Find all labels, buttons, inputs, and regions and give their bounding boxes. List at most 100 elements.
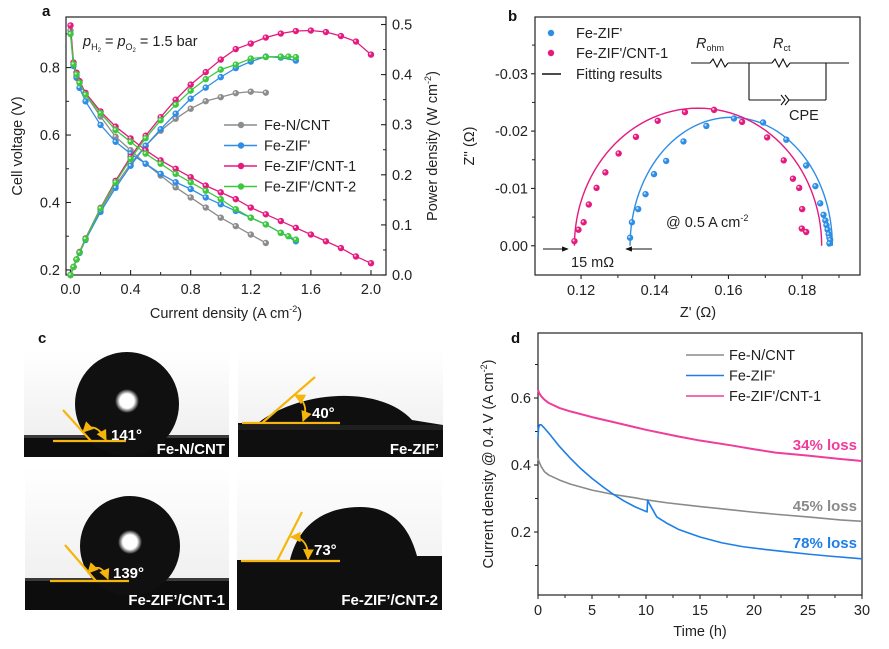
data-point [626,234,634,241]
power-point [187,105,194,112]
x-tick-label: 0.14 [641,283,669,299]
point-highlight [581,220,584,223]
point-highlight [173,180,176,183]
point-highlight [128,139,131,143]
x-tick-label: 0.0 [60,282,80,298]
legend-label-fe-zif-cnt-2: Fe-ZIF'/CNT-2 [264,180,356,196]
point-highlight [74,72,77,75]
y-tick-label: -0.02 [495,124,528,140]
voltage-point [262,211,270,218]
power-point [217,93,224,101]
power-point [127,155,134,162]
point-highlight [828,238,831,241]
y-tick-label: 0.4 [40,195,60,211]
point-highlight [825,227,828,231]
panel-b-x-axis-label: Z' (Ω) [680,305,716,321]
point-highlight [594,185,597,189]
voltage-point [172,179,179,186]
panel-b-plot-frame [534,16,861,276]
point-highlight [188,106,191,109]
y-tick-label: 0.2 [40,263,60,279]
voltage-point [217,195,224,203]
voltage-point [337,244,345,252]
voltage-point [187,185,194,193]
y-tick-label: 0.8 [40,61,60,77]
power-point [307,27,315,34]
panel-d-y-axis-label: Current density @ 0.4 V (A cm-2) [479,360,497,569]
power-line-fe-zif [69,55,296,276]
tangent-line [261,376,316,424]
voltage-point [67,30,74,38]
data-point [817,200,824,207]
data-point [680,138,687,145]
voltage-point [172,170,179,178]
x-tick-label: 15 [692,603,708,619]
power-point [232,89,239,97]
power-point [247,55,254,62]
data-point [798,205,806,213]
legend-marker-fe-zif [547,29,555,37]
point-highlight [113,128,116,131]
panel-d-letter: d [511,330,520,347]
voltage-point [157,160,164,167]
point-highlight [784,137,787,140]
point-highlight [781,158,785,161]
power-point [70,263,77,271]
panel-b-ticks: 0.12 0.14 0.16 0.18 0.00 -0.01 -0.02 -0.03 [495,44,840,299]
point-highlight [354,254,357,257]
panel-d-plot-frame [537,332,863,596]
data-point [585,201,592,208]
point-highlight [173,171,176,175]
point-highlight [263,55,267,58]
data-point [703,122,710,130]
legend-label-fe-zif-cnt-1: Fe-ZIF'/CNT-1 [576,46,668,62]
panel-a-series [67,22,375,279]
point-highlight [293,29,297,32]
point-highlight [278,230,282,234]
sample-label: Fe-ZIF’/CNT-2 [341,592,438,609]
point-highlight [308,28,312,31]
power-point [262,53,270,61]
point-highlight [128,136,131,139]
point-highlight [616,151,619,154]
panel-a-plot-frame [65,16,387,276]
point-highlight [218,75,222,78]
voltage-point [82,98,89,105]
legend-label-fe-zif: Fe-ZIF' [576,26,622,42]
power-point [292,53,300,61]
voltage-point [157,170,164,178]
voltage-point [232,206,239,213]
point-highlight [83,92,86,95]
power-point [202,75,209,83]
data-point [803,228,810,236]
tangent-line [276,511,303,562]
panel-d-series [537,389,863,560]
voltage-point [112,133,119,140]
voltage-point [142,150,149,157]
point-highlight [576,227,579,231]
power-point [285,53,292,60]
power-point [157,126,164,133]
panel-a-ticks: 0.0 0.4 0.8 1.2 1.6 2.0 0.2 0.4 0.6 0.8 0.0 0.1 0.2 0… [40,18,412,298]
data-point [730,115,738,122]
point-highlight [286,234,289,237]
point-highlight [203,195,207,198]
resistor-r-ohm-icon [709,57,729,69]
power-point [73,256,80,263]
data-point [826,240,833,247]
voltage-point [202,187,209,194]
data-point [681,108,689,116]
point-highlight [248,56,252,59]
x-tick-label: 1.6 [301,282,321,298]
voltage-point [127,138,134,145]
point-highlight [827,241,830,244]
loss-label-fe-n-cnt: 45% loss [793,498,857,515]
data-point [738,118,746,126]
legend-marker-fe-zif-cnt-1 [237,162,245,170]
y-tick-label: 0.00 [500,239,528,255]
voltage-point [232,195,239,203]
point-highlight [233,197,237,200]
point-highlight [823,218,826,221]
data-point [650,170,658,178]
data-point [803,162,810,169]
